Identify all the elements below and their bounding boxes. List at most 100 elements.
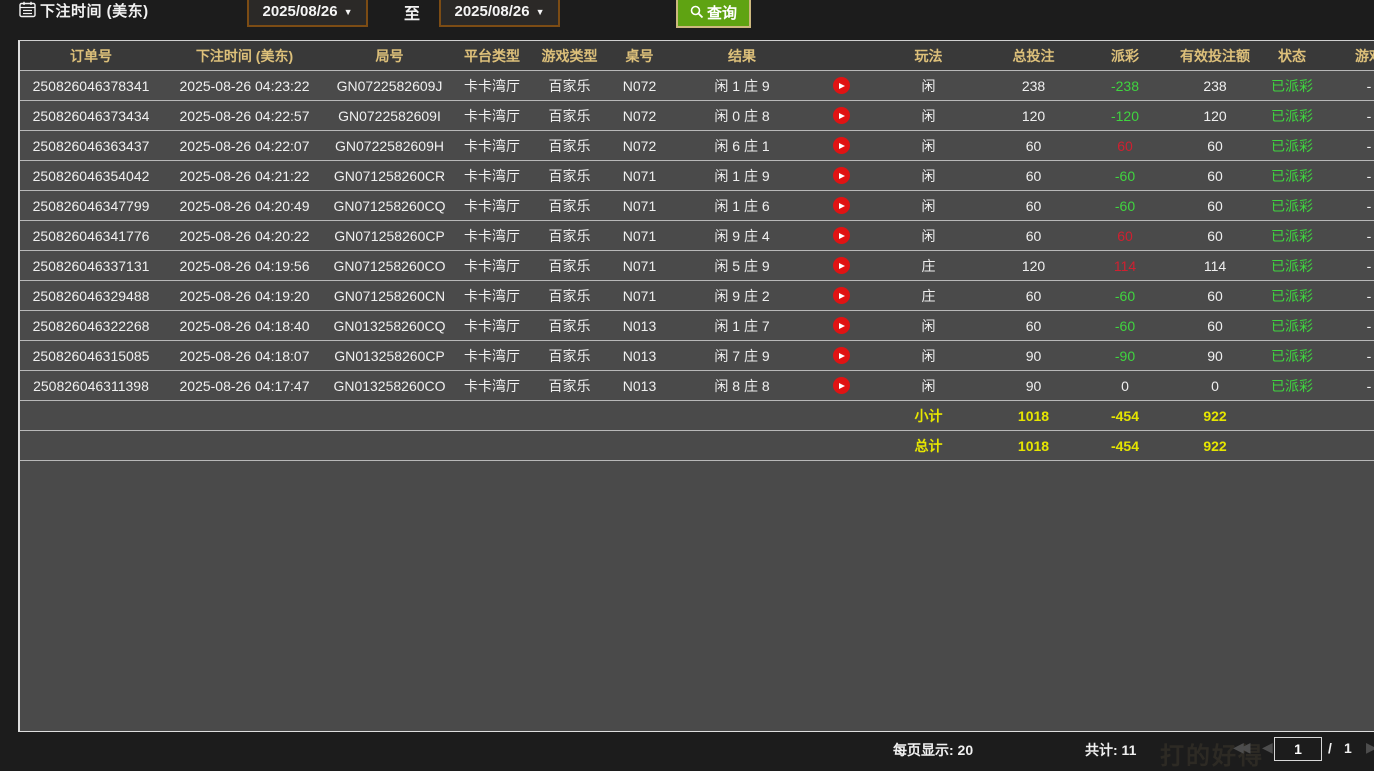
cell-result: 闲 1 庄 7 — [672, 310, 812, 341]
cell-valid-bet: 0 — [1170, 370, 1260, 401]
cell-result: 闲 1 庄 9 — [672, 70, 812, 101]
cell-order-id: 250826046373434 — [20, 100, 162, 131]
grand-total-row: 总计 1018 -454 922 — [20, 430, 1374, 461]
page-number-input[interactable] — [1274, 737, 1322, 761]
cell-bet-time: 2025-08-26 04:20:22 — [162, 220, 327, 251]
cell-status: 已派彩 — [1260, 340, 1324, 371]
cell-platform: 卡卡湾厅 — [452, 250, 532, 281]
play-video-icon[interactable] — [832, 77, 850, 94]
cell-game-type: 百家乐 — [532, 130, 607, 161]
search-icon — [690, 5, 704, 19]
total-valid-bet: 922 — [1170, 430, 1260, 461]
cell-game: - — [1324, 160, 1374, 191]
cell-valid-bet: 60 — [1170, 280, 1260, 311]
cell-payout: -120 — [1080, 100, 1170, 131]
cell-round-id: GN0722582609I — [327, 100, 452, 131]
prev-page-icon[interactable]: ◀ — [1262, 739, 1273, 755]
cell-status: 已派彩 — [1260, 310, 1324, 341]
date-from-value: 2025/08/26 — [262, 3, 338, 20]
cell-platform: 卡卡湾厅 — [452, 190, 532, 221]
cell-platform: 卡卡湾厅 — [452, 70, 532, 101]
cell-game: - — [1324, 220, 1374, 251]
cell-table-no: N013 — [607, 370, 672, 401]
subtotal-total-bet: 1018 — [987, 400, 1080, 431]
total-pages-label: 1 — [1344, 740, 1352, 756]
subtotal-payout: -454 — [1080, 400, 1170, 431]
subtotal-valid-bet: 922 — [1170, 400, 1260, 431]
cell-game: - — [1324, 310, 1374, 341]
cell-valid-bet: 238 — [1170, 70, 1260, 101]
cell-play-type: 闲 — [870, 370, 987, 401]
play-video-icon[interactable] — [832, 107, 850, 124]
play-video-icon[interactable] — [832, 287, 850, 304]
cell-valid-bet: 120 — [1170, 100, 1260, 131]
cell-play-type: 闲 — [870, 70, 987, 101]
play-video-icon[interactable] — [832, 347, 850, 364]
col-game-type: 游戏类型 — [532, 41, 607, 71]
cell-order-id: 250826046337131 — [20, 250, 162, 281]
play-video-icon[interactable] — [832, 317, 850, 334]
cell-table-no: N072 — [607, 100, 672, 131]
total-label: 总计 — [870, 430, 987, 461]
cell-round-id: GN071258260CN — [327, 280, 452, 311]
cell-payout: -60 — [1080, 280, 1170, 311]
cell-result: 闲 1 庄 6 — [672, 190, 812, 221]
bet-records-table: 订单号 下注时间 (美东) 局号 平台类型 游戏类型 桌号 结果 玩法 总投注 … — [20, 41, 1374, 461]
subtotal-label: 小计 — [870, 400, 987, 431]
cell-round-id: GN071258260CP — [327, 220, 452, 251]
cell-bet-time: 2025-08-26 04:22:07 — [162, 130, 327, 161]
cell-order-id: 250826046329488 — [20, 280, 162, 311]
table-header-row: 订单号 下注时间 (美东) 局号 平台类型 游戏类型 桌号 结果 玩法 总投注 … — [20, 41, 1374, 71]
total-count-label: 共计: 11 — [1085, 742, 1137, 758]
cell-payout: -238 — [1080, 70, 1170, 101]
date-from-dropdown[interactable]: 2025/08/26 ▼ — [247, 0, 368, 27]
cell-total-bet: 90 — [987, 370, 1080, 401]
cell-game-type: 百家乐 — [532, 340, 607, 371]
cell-status: 已派彩 — [1260, 100, 1324, 131]
table-row: 250826046322268 2025-08-26 04:18:40 GN01… — [20, 310, 1374, 341]
cell-round-id: GN071258260CR — [327, 160, 452, 191]
next-page-icon[interactable]: ▶ — [1366, 739, 1374, 755]
date-to-dropdown[interactable]: 2025/08/26 ▼ — [439, 0, 560, 27]
cell-play-type: 庄 — [870, 280, 987, 311]
query-button[interactable]: 查询 — [676, 0, 751, 28]
cell-play-type: 闲 — [870, 190, 987, 221]
col-bet-time: 下注时间 (美东) — [162, 41, 327, 71]
cell-round-id: GN071258260CQ — [327, 190, 452, 221]
table-row: 250826046347799 2025-08-26 04:20:49 GN07… — [20, 190, 1374, 221]
play-video-icon[interactable] — [832, 377, 850, 394]
cell-valid-bet: 60 — [1170, 310, 1260, 341]
cell-payout: -60 — [1080, 160, 1170, 191]
total-total-bet: 1018 — [987, 430, 1080, 461]
cell-game: - — [1324, 100, 1374, 131]
col-payout: 派彩 — [1080, 41, 1170, 71]
cell-bet-time: 2025-08-26 04:22:57 — [162, 100, 327, 131]
cell-status: 已派彩 — [1260, 280, 1324, 311]
play-video-icon[interactable] — [832, 197, 850, 214]
cell-table-no: N072 — [607, 130, 672, 161]
play-video-icon[interactable] — [832, 257, 850, 274]
cell-payout: -60 — [1080, 310, 1170, 341]
play-video-icon[interactable] — [832, 137, 850, 154]
cell-game: - — [1324, 250, 1374, 281]
play-video-icon[interactable] — [832, 227, 850, 244]
cell-order-id: 250826046341776 — [20, 220, 162, 251]
first-page-icon[interactable]: ◀◀ — [1233, 739, 1250, 755]
cell-platform: 卡卡湾厅 — [452, 310, 532, 341]
cell-status: 已派彩 — [1260, 250, 1324, 281]
cell-platform: 卡卡湾厅 — [452, 130, 532, 161]
play-video-icon[interactable] — [832, 167, 850, 184]
cell-game: - — [1324, 280, 1374, 311]
cell-result: 闲 6 庄 1 — [672, 130, 812, 161]
cell-bet-time: 2025-08-26 04:18:40 — [162, 310, 327, 341]
cell-result: 闲 8 庄 8 — [672, 370, 812, 401]
table-row: 250826046341776 2025-08-26 04:20:22 GN07… — [20, 220, 1374, 251]
cell-total-bet: 60 — [987, 160, 1080, 191]
cell-table-no: N013 — [607, 340, 672, 371]
cell-game: - — [1324, 190, 1374, 221]
table-row: 250826046337131 2025-08-26 04:19:56 GN07… — [20, 250, 1374, 281]
cell-total-bet: 60 — [987, 220, 1080, 251]
cell-total-bet: 60 — [987, 310, 1080, 341]
cell-platform: 卡卡湾厅 — [452, 160, 532, 191]
cell-game-type: 百家乐 — [532, 250, 607, 281]
